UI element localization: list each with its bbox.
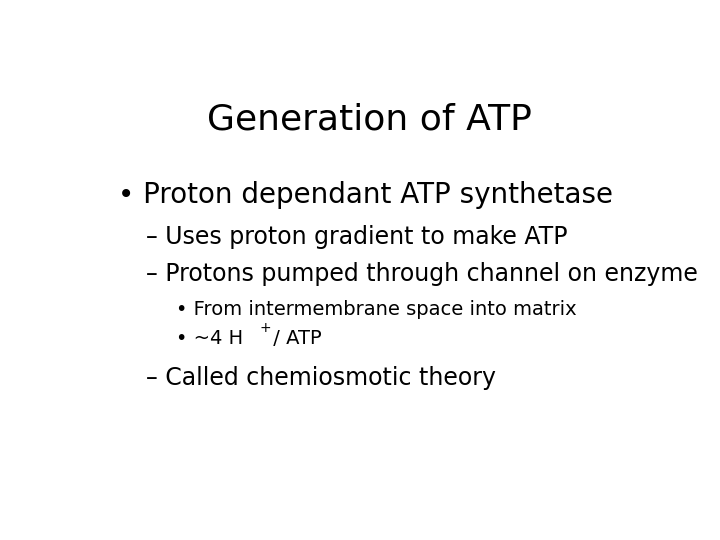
Text: • ~4 H: • ~4 H bbox=[176, 329, 243, 348]
Text: • Proton dependant ATP synthetase: • Proton dependant ATP synthetase bbox=[118, 181, 613, 209]
Text: – Uses proton gradient to make ATP: – Uses proton gradient to make ATP bbox=[145, 225, 567, 249]
Text: / ATP: / ATP bbox=[267, 329, 322, 348]
Text: Generation of ATP: Generation of ATP bbox=[207, 102, 531, 136]
Text: – Called chemiosmotic theory: – Called chemiosmotic theory bbox=[145, 366, 496, 390]
Text: – Protons pumped through channel on enzyme: – Protons pumped through channel on enzy… bbox=[145, 262, 698, 286]
Text: • From intermembrane space into matrix: • From intermembrane space into matrix bbox=[176, 300, 577, 319]
Text: +: + bbox=[259, 321, 271, 335]
